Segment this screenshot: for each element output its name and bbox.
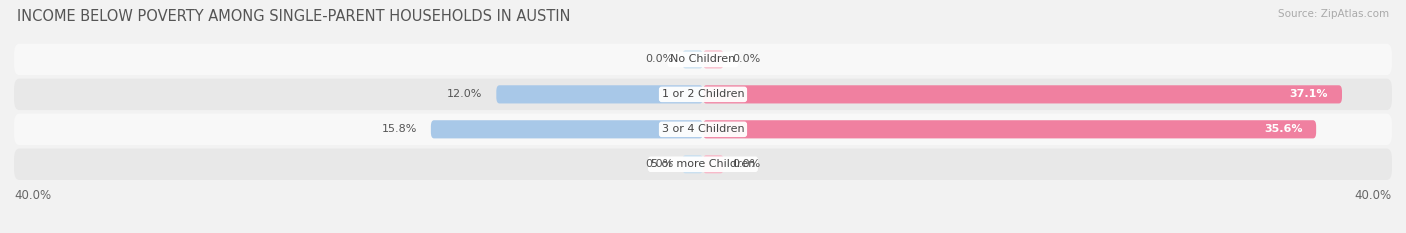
Text: 37.1%: 37.1% <box>1289 89 1329 99</box>
FancyBboxPatch shape <box>430 120 703 138</box>
FancyBboxPatch shape <box>703 120 1316 138</box>
Text: 0.0%: 0.0% <box>733 55 761 64</box>
FancyBboxPatch shape <box>682 155 703 173</box>
Text: 40.0%: 40.0% <box>14 189 51 202</box>
Text: 0.0%: 0.0% <box>733 159 761 169</box>
Text: 0.0%: 0.0% <box>645 55 673 64</box>
FancyBboxPatch shape <box>14 44 1392 75</box>
Text: 15.8%: 15.8% <box>381 124 418 134</box>
Text: No Children: No Children <box>671 55 735 64</box>
Text: 0.0%: 0.0% <box>645 159 673 169</box>
FancyBboxPatch shape <box>703 50 724 69</box>
Text: 12.0%: 12.0% <box>447 89 482 99</box>
Text: 40.0%: 40.0% <box>1355 189 1392 202</box>
Text: 3 or 4 Children: 3 or 4 Children <box>662 124 744 134</box>
Text: 35.6%: 35.6% <box>1264 124 1302 134</box>
FancyBboxPatch shape <box>14 79 1392 110</box>
Text: Source: ZipAtlas.com: Source: ZipAtlas.com <box>1278 9 1389 19</box>
FancyBboxPatch shape <box>703 85 1341 103</box>
Text: INCOME BELOW POVERTY AMONG SINGLE-PARENT HOUSEHOLDS IN AUSTIN: INCOME BELOW POVERTY AMONG SINGLE-PARENT… <box>17 9 571 24</box>
FancyBboxPatch shape <box>703 155 724 173</box>
FancyBboxPatch shape <box>496 85 703 103</box>
FancyBboxPatch shape <box>14 149 1392 180</box>
FancyBboxPatch shape <box>682 50 703 69</box>
Text: 1 or 2 Children: 1 or 2 Children <box>662 89 744 99</box>
Text: 5 or more Children: 5 or more Children <box>651 159 755 169</box>
FancyBboxPatch shape <box>14 114 1392 145</box>
